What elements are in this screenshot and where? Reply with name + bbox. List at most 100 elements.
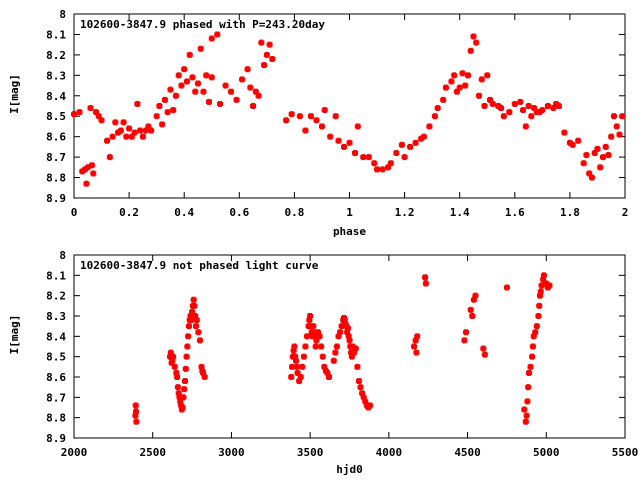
data-point-cross (595, 145, 600, 152)
data-point-cross (537, 109, 542, 116)
data-point-cross (94, 109, 99, 116)
data-point-cross (570, 141, 575, 148)
data-point-cross (309, 329, 314, 336)
data-point-cross (135, 100, 140, 107)
data-point-cross (474, 39, 479, 46)
data-point-cross (113, 119, 118, 126)
data-point-cross (540, 107, 545, 114)
data-point-cross (313, 343, 318, 350)
x-tick-label: 5500 (612, 446, 639, 459)
data-point-cross (314, 117, 319, 124)
data-point-cross (160, 121, 165, 128)
data-point-cross (311, 323, 316, 330)
data-point-cross (402, 154, 407, 161)
data-point-cross (165, 109, 170, 116)
data-point-cross (545, 103, 550, 109)
data-point-cross (358, 384, 363, 391)
x-tick-label: 2 (622, 206, 629, 219)
data-point-cross (304, 333, 309, 340)
data-point-cross (567, 139, 572, 146)
data-point-cross (581, 160, 586, 167)
y-tick-label: 8.1 (46, 269, 66, 282)
data-point-cross (234, 96, 239, 103)
data-point-cross (290, 363, 295, 370)
data-point-cross (322, 107, 327, 114)
data-point-cross (399, 141, 404, 148)
data-point-cross (479, 76, 484, 83)
data-point-cross (256, 92, 261, 99)
data-point-cross (528, 363, 533, 370)
data-point-cross (496, 103, 501, 109)
data-point-cross (463, 82, 468, 89)
y-tick-label: 8.2 (46, 49, 66, 62)
data-point-cross (345, 325, 350, 332)
x-tick-label: 1.6 (505, 206, 525, 219)
y-tick-label: 8.5 (46, 110, 66, 123)
y-tick-label: 8 (59, 8, 66, 21)
data-point-cross (173, 92, 178, 99)
data-point-cross (121, 119, 126, 126)
data-point-cross (471, 296, 476, 303)
data-point-cross (468, 47, 473, 54)
data-point-cross (333, 349, 338, 356)
data-point-cross (262, 62, 267, 69)
data-point-cross (192, 302, 197, 309)
data-point-cross (352, 349, 357, 356)
data-point-cross (180, 404, 185, 411)
data-point-cross (465, 72, 470, 79)
data-point-cross (482, 351, 487, 358)
data-point-cross (316, 329, 321, 336)
data-point-cross (413, 337, 418, 344)
data-point-cross (342, 317, 347, 324)
data-point-cross (423, 274, 428, 281)
data-point-cross (361, 154, 366, 161)
data-point-cross (470, 313, 475, 319)
data-point-cross (449, 78, 454, 85)
data-point-cross (355, 363, 360, 370)
data-point-cross (72, 111, 76, 118)
data-point-cross (530, 343, 535, 350)
data-point-cross (457, 84, 462, 91)
data-point-cross (134, 408, 139, 415)
data-point-cross (270, 55, 275, 62)
data-point-cross (452, 72, 457, 79)
data-point-cross (132, 129, 137, 136)
data-point-cross (537, 302, 542, 309)
data-point-cross (562, 129, 567, 136)
data-point-cross (176, 390, 181, 397)
data-point-cross (171, 107, 176, 114)
data-point-cross (413, 139, 418, 146)
data-point-cross (338, 329, 343, 336)
data-point-cross (347, 337, 352, 344)
data-point-cross (523, 418, 528, 425)
data-point-cross (297, 378, 302, 385)
data-point-cross (476, 92, 481, 99)
y-axis-label: I[mag] (8, 315, 21, 355)
data-point-cross (539, 282, 544, 289)
data-point-cross (284, 117, 289, 124)
data-point-cross (454, 88, 459, 95)
data-point-cross (77, 109, 82, 116)
data-point-cross (291, 347, 296, 354)
y-tick-label: 8.6 (46, 371, 66, 384)
data-point-cross (88, 105, 93, 112)
data-point-cross (149, 127, 154, 134)
chart-title: 102600-3847.9 not phased light curve (80, 259, 319, 272)
data-point-cross (168, 353, 173, 360)
data-point-cross (522, 406, 527, 413)
data-point-cross (617, 131, 622, 138)
data-point-cross (301, 353, 306, 360)
data-point-cross (361, 394, 366, 401)
data-point-cross (427, 123, 432, 130)
data-point-cross (432, 113, 437, 120)
data-point-cross (518, 98, 523, 105)
x-tick-label: 0 (71, 206, 78, 219)
data-point-cross (197, 337, 202, 344)
data-point-cross (195, 80, 200, 87)
data-point-cross (473, 292, 478, 299)
data-point-cross (183, 365, 188, 372)
data-point-cross (507, 109, 512, 116)
data-point-cross (350, 343, 355, 350)
data-point-cross (531, 333, 536, 340)
data-point-cross (80, 168, 85, 175)
